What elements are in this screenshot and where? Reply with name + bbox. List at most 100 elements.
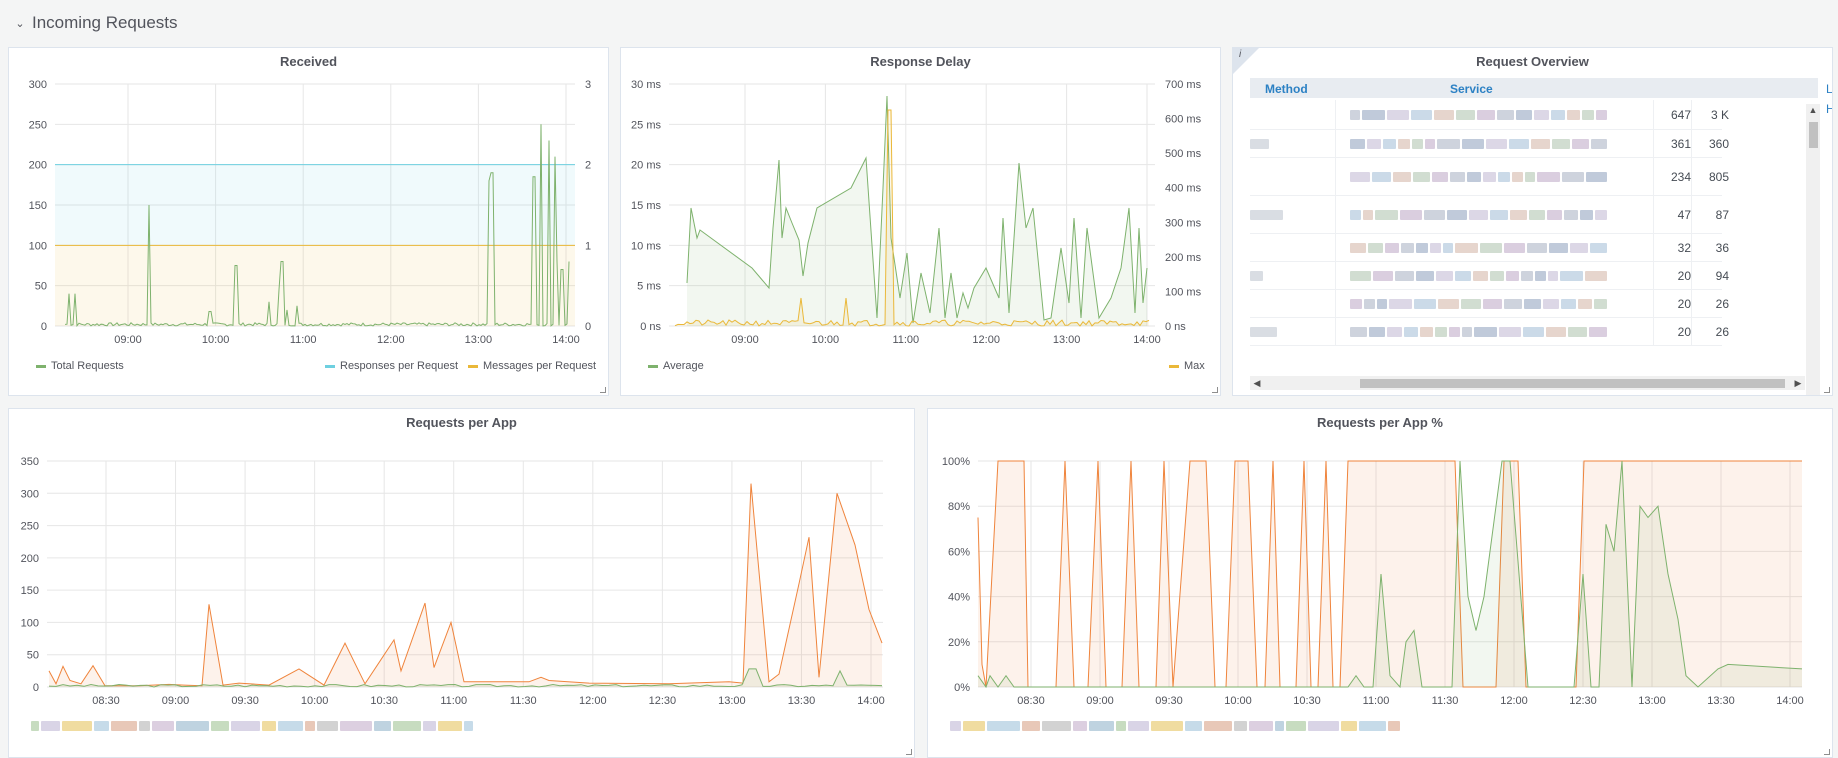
- legend-max[interactable]: Max: [1169, 360, 1205, 372]
- y-tick-label: 40%: [948, 592, 970, 604]
- redacted-value: [1375, 210, 1398, 220]
- redacted-value: [1527, 243, 1547, 253]
- row-header-incoming-requests[interactable]: ⌄ Incoming Requests: [14, 12, 177, 34]
- panel-request-overview[interactable]: i Request Overview Method Service 647 3 K…: [1232, 47, 1833, 396]
- x-tick-label: 13:00: [465, 334, 493, 346]
- column-header-service[interactable]: Service: [1450, 82, 1493, 96]
- scroll-left-icon[interactable]: ◀: [1253, 378, 1261, 388]
- resize-handle[interactable]: [600, 387, 606, 393]
- app-series-orange-area: [49, 483, 882, 687]
- service-cell: [1335, 158, 1653, 195]
- redacted-value: [1413, 172, 1430, 182]
- redacted-legend-item: [340, 721, 372, 731]
- y2-tick-label: 700 ms: [1165, 79, 1202, 91]
- redacted-value: [1438, 299, 1459, 309]
- redacted-value: [1389, 299, 1412, 309]
- scrollbar-thumb[interactable]: [1360, 379, 1785, 388]
- redacted-value: [1420, 327, 1433, 337]
- legend-responses-per-request[interactable]: Responses per Request: [325, 360, 458, 372]
- redacted-value: [1414, 299, 1436, 309]
- x-tick-label: 09:30: [1155, 695, 1183, 707]
- horizontal-scrollbar[interactable]: ◀ ▶: [1250, 376, 1805, 390]
- panel-received[interactable]: Received 300 250 200 150 100 50 0 09:00 10:00 11:…: [8, 47, 609, 396]
- y-tick-label: 100%: [942, 456, 970, 468]
- redacted-value: [1546, 327, 1566, 337]
- redacted-value: [1490, 271, 1504, 281]
- resize-handle[interactable]: [1824, 387, 1830, 393]
- pct-series-orange-area: [978, 461, 1802, 687]
- method-cell: [1250, 262, 1335, 289]
- legend-average[interactable]: Average: [648, 360, 704, 372]
- panel-response-delay[interactable]: Response Delay 30 ms 25 ms 20 ms 15 ms 10 ms…: [620, 47, 1221, 396]
- overflow-column-link[interactable]: H: [1826, 102, 1832, 116]
- resize-handle[interactable]: [1824, 749, 1830, 755]
- redacted-value: [1250, 271, 1263, 281]
- table-row[interactable]: 32 36: [1250, 234, 1729, 262]
- scroll-up-icon[interactable]: ▲: [1808, 105, 1818, 115]
- redacted-value: [1387, 327, 1402, 337]
- panel-requests-per-app-percent[interactable]: Requests per App % 100% 80% 60% 40% 20% 0% 08:…: [927, 408, 1833, 758]
- table-row[interactable]: 20 26: [1250, 318, 1729, 346]
- redacted-legend-item: [305, 721, 315, 731]
- redacted-value: [1529, 210, 1545, 220]
- service-cell: [1335, 234, 1653, 261]
- info-icon[interactable]: i: [1239, 49, 1242, 60]
- y-tick-label: 50: [27, 650, 39, 662]
- vertical-scrollbar[interactable]: ▲ ▼: [1806, 104, 1820, 395]
- y-tick-label: 150: [21, 585, 39, 597]
- redacted-legend-item: [317, 721, 338, 731]
- table-row[interactable]: 234 805: [1250, 158, 1729, 196]
- x-tick-label: 12:00: [579, 695, 607, 707]
- redacted-value: [1549, 243, 1568, 253]
- redacted-value: [1591, 139, 1607, 149]
- redacted-value: [1416, 243, 1428, 253]
- column-header-method[interactable]: Method: [1265, 82, 1308, 96]
- redacted-value: [1430, 243, 1441, 253]
- table-row[interactable]: 20 26: [1250, 290, 1729, 318]
- responses-area: [55, 164, 575, 246]
- redacted-value: [1456, 110, 1475, 120]
- panel-title: Response Delay: [870, 54, 971, 69]
- redacted-value: [1461, 299, 1481, 309]
- y2-tick-label: 100 ms: [1165, 286, 1202, 298]
- legend-messages-per-request[interactable]: Messages per Request: [468, 360, 596, 372]
- method-cell: [1250, 100, 1335, 129]
- x-tick-label: 09:00: [1086, 695, 1114, 707]
- y-tick-label: 80%: [948, 501, 970, 513]
- redacted-legend-item: [1089, 721, 1114, 731]
- max-line: [674, 109, 1150, 327]
- x-tick-label: 09:00: [114, 334, 142, 346]
- redacted-value: [1483, 299, 1502, 309]
- y-tick-label: 350: [21, 456, 39, 468]
- resize-handle[interactable]: [906, 749, 912, 755]
- average-line-area: [687, 96, 1147, 326]
- y-tick-label: 10 ms: [631, 240, 661, 252]
- table-row[interactable]: 361 360: [1250, 130, 1729, 158]
- count-cell: 32: [1653, 234, 1691, 261]
- redacted-legend-item: [231, 721, 260, 731]
- scroll-right-icon[interactable]: ▶: [1794, 378, 1802, 388]
- redacted-legend-item: [464, 721, 473, 731]
- redacted-legend-item: [41, 721, 60, 731]
- method-cell: [1250, 318, 1335, 345]
- count-cell: 234: [1653, 158, 1691, 195]
- redacted-legend-item: [1234, 721, 1247, 731]
- legend-total-requests[interactable]: Total Requests: [36, 360, 124, 372]
- y2-tick-label: 1: [585, 240, 591, 252]
- panel-requests-per-app[interactable]: Requests per App 350 300 250 200 150 100 50 0 08…: [8, 408, 915, 758]
- x-tick-label: 14:00: [552, 334, 580, 346]
- resize-handle[interactable]: [1212, 387, 1218, 393]
- count-cell: 20: [1653, 262, 1691, 289]
- redacted-value: [1350, 271, 1371, 281]
- redacted-value: [1578, 299, 1592, 309]
- y-tick-label: 20 ms: [631, 160, 661, 172]
- overflow-column-link[interactable]: L: [1826, 82, 1833, 96]
- x-tick-label: 14:00: [1133, 334, 1161, 346]
- table-row[interactable]: 47 87: [1250, 196, 1729, 234]
- y2-tick-label: 3: [585, 79, 591, 91]
- redacted-value: [1416, 271, 1434, 281]
- scrollbar-thumb[interactable]: [1809, 122, 1818, 148]
- table-row[interactable]: 20 94: [1250, 262, 1729, 290]
- redacted-value: [1424, 210, 1445, 220]
- table-row[interactable]: 647 3 K: [1250, 100, 1729, 130]
